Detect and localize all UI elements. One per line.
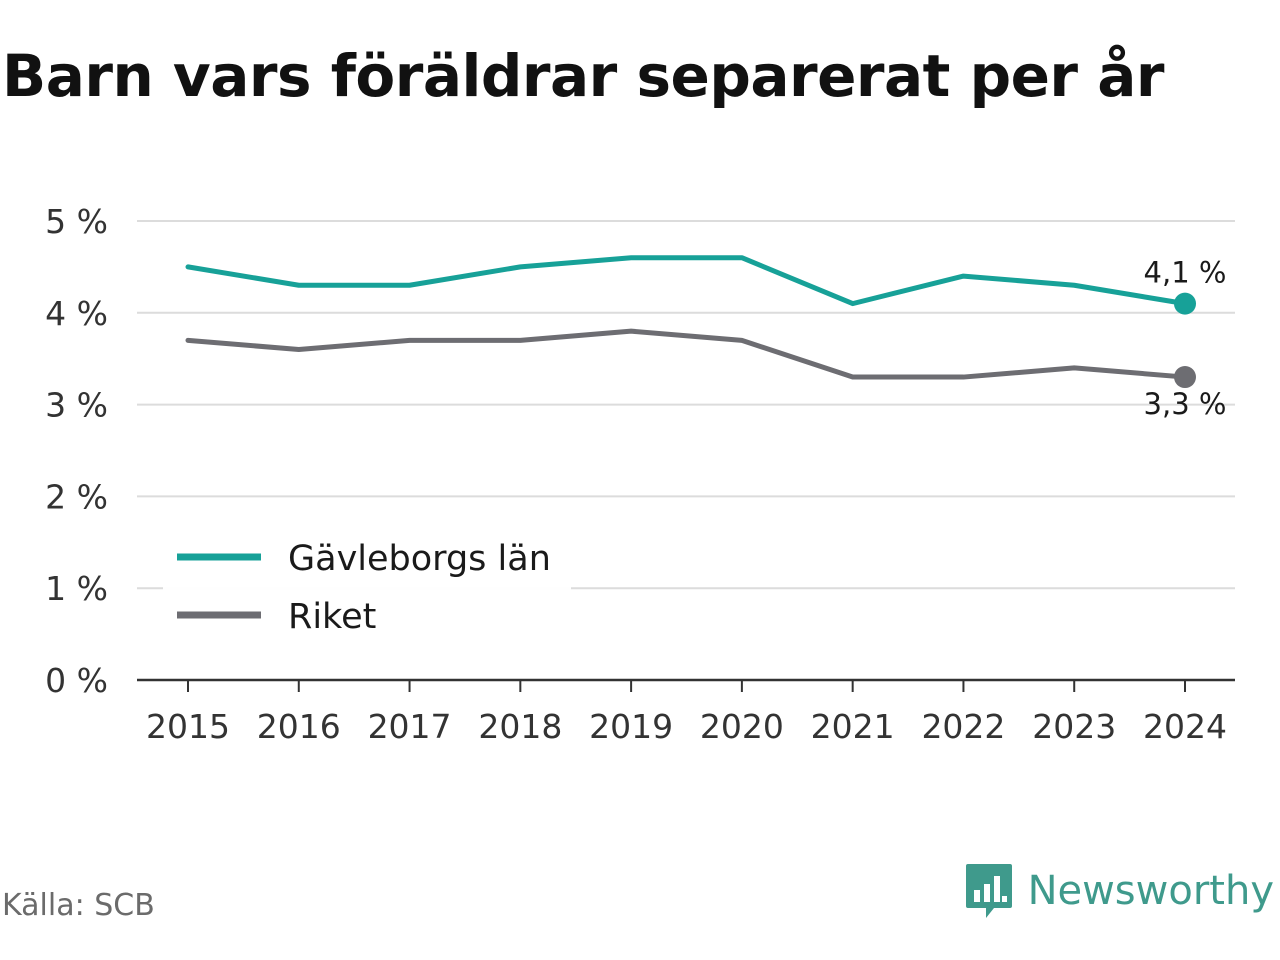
x-tick-label: 2021	[811, 707, 895, 746]
y-tick-label: 3 %	[45, 386, 108, 425]
x-tick-label: 2023	[1032, 707, 1116, 746]
end-value-label: 4,1 %	[1144, 256, 1227, 290]
x-tick-label: 2024	[1143, 707, 1227, 746]
source-note: Källa: SCB	[2, 888, 155, 923]
legend: Gävleborgs län Riket	[163, 528, 571, 646]
x-tick-label: 2016	[257, 707, 341, 746]
series-line	[185, 328, 1188, 380]
y-tick-label: 2 %	[45, 477, 108, 516]
brand-logo: Newsworthy	[964, 862, 1274, 920]
x-tick-label: 2022	[921, 707, 1005, 746]
x-tick-label: 2018	[478, 707, 562, 746]
y-axis: 0 % 1 % 2 % 3 % 4 % 5 %	[45, 202, 108, 700]
end-value-label: 3,3 %	[1144, 387, 1227, 421]
y-tick-label: 4 %	[45, 294, 108, 333]
chart-title: Barn vars föräldrar separerat per år	[2, 42, 1164, 110]
x-axis: 2015 2016 2017 2018 2019 2020 2021 2022 2023 2024	[137, 678, 1235, 746]
x-tick-label: 2017	[368, 707, 452, 746]
chart-speech-bubble-icon	[965, 864, 1012, 918]
legend-label: Gävleborgs län	[288, 539, 551, 579]
x-tick-label: 2020	[700, 707, 784, 746]
series-end-point	[1174, 366, 1196, 389]
series-lines: 4,1 % 3,3 %	[185, 255, 1227, 421]
series-line	[185, 255, 1188, 307]
y-tick-label: 1 %	[45, 569, 108, 608]
legend-label: Riket	[288, 597, 376, 637]
brand-name: Newsworthy	[1027, 868, 1274, 914]
x-tick-label: 2015	[146, 707, 230, 746]
series-end-point	[1174, 292, 1196, 315]
y-tick-label: 0 %	[45, 661, 108, 700]
y-tick-label: 5 %	[45, 202, 108, 241]
x-tick-label: 2019	[589, 707, 673, 746]
legend-background	[163, 528, 571, 646]
